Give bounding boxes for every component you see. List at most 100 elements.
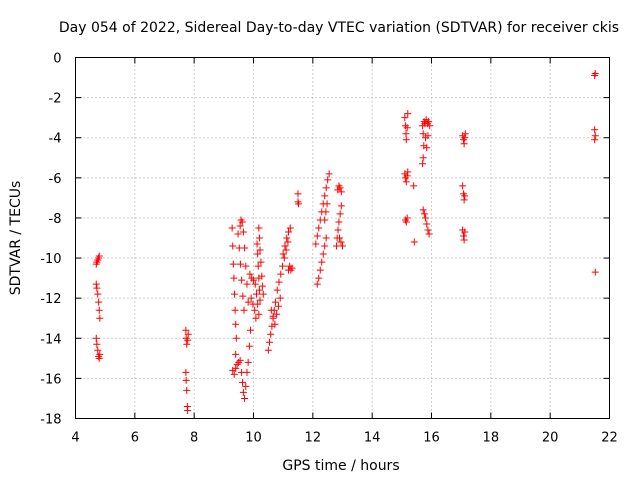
data-point-marker	[228, 224, 236, 232]
data-point-marker	[246, 270, 254, 278]
data-point-marker	[422, 214, 430, 222]
data-point-marker	[403, 124, 411, 132]
data-point-marker	[242, 262, 250, 270]
y-tick-label: -6	[49, 172, 62, 187]
data-point-marker	[322, 234, 330, 242]
data-point-marker	[419, 154, 427, 162]
data-point-marker	[401, 114, 409, 122]
data-point-marker	[295, 200, 303, 208]
x-tick-label: 18	[483, 431, 500, 446]
data-point-marker	[266, 338, 274, 346]
data-point-marker	[256, 246, 264, 254]
data-point-marker	[460, 232, 468, 240]
data-point-marker	[234, 230, 242, 238]
data-point-marker	[94, 346, 102, 354]
data-point-marker	[250, 276, 257, 284]
y-axis-label: SDTVAR / TECUs	[8, 181, 24, 296]
data-point-marker	[277, 270, 285, 278]
data-point-marker	[236, 222, 244, 230]
data-point-marker	[238, 218, 246, 226]
data-point-marker	[321, 192, 329, 200]
data-point-marker	[420, 210, 428, 218]
data-point-marker	[288, 264, 296, 272]
data-point-marker	[273, 286, 281, 294]
data-point-marker	[242, 382, 250, 390]
data-point-marker	[313, 232, 321, 240]
data-point-marker	[184, 406, 192, 414]
data-point-marker	[236, 356, 244, 364]
data-point-marker	[336, 210, 344, 218]
data-point-marker	[424, 226, 432, 234]
data-point-marker	[239, 292, 247, 300]
data-point-marker	[95, 306, 103, 314]
data-point-marker	[247, 294, 255, 302]
data-point-marker	[283, 234, 291, 242]
data-point-marker	[255, 310, 263, 318]
data-point-marker	[255, 234, 263, 242]
data-point-marker	[239, 378, 247, 386]
data-point-marker	[267, 306, 275, 314]
data-point-marker	[236, 260, 244, 268]
data-point-marker	[591, 126, 599, 134]
y-tick-label: -4	[49, 132, 62, 147]
data-point-marker	[315, 274, 323, 282]
data-point-marker	[231, 290, 239, 298]
data-point-marker	[410, 182, 418, 190]
plot-frame	[75, 57, 610, 419]
data-point-marker	[238, 276, 246, 284]
data-point-marker	[323, 200, 331, 208]
data-point-marker	[93, 284, 101, 292]
data-point-marker	[247, 326, 255, 334]
data-point-marker	[182, 376, 190, 384]
data-point-marker	[274, 302, 282, 310]
data-point-marker	[254, 262, 262, 270]
data-point-marker	[402, 130, 410, 138]
data-point-marker	[95, 298, 103, 306]
x-tick-label: 16	[423, 431, 440, 446]
data-point-marker	[256, 296, 264, 304]
data-point-marker	[403, 172, 411, 180]
y-tick-label: 0	[53, 52, 61, 67]
data-point-marker	[591, 136, 599, 144]
data-point-marker	[264, 346, 272, 354]
data-point-marker	[244, 358, 252, 366]
data-point-marker	[459, 182, 467, 190]
data-point-marker	[403, 214, 411, 222]
data-point-marker	[324, 176, 332, 184]
data-point-marker	[259, 290, 267, 298]
data-point-marker	[183, 340, 191, 348]
y-tick-label: -10	[40, 252, 61, 267]
data-point-marker	[271, 298, 279, 306]
data-point-marker	[243, 368, 251, 376]
data-point-marker	[282, 246, 290, 254]
data-point-marker	[460, 236, 468, 244]
data-point-marker	[404, 168, 412, 176]
x-tick-label: 8	[190, 431, 198, 446]
data-point-marker	[239, 388, 247, 396]
data-point-marker	[273, 310, 281, 318]
x-tick-label: 10	[245, 431, 262, 446]
data-point-marker	[96, 350, 104, 358]
data-point-marker	[258, 272, 266, 280]
data-point-marker	[313, 280, 321, 288]
data-point-marker	[591, 268, 599, 276]
data-point-marker	[316, 266, 324, 274]
data-point-marker	[591, 70, 599, 78]
data-point-marker	[286, 224, 294, 232]
data-point-marker	[425, 118, 433, 126]
data-point-marker	[255, 286, 263, 294]
y-tick-label: -14	[40, 332, 61, 347]
data-point-marker	[184, 336, 192, 344]
data-point-marker	[461, 134, 469, 142]
data-point-marker	[92, 334, 100, 342]
data-point-marker	[321, 216, 329, 224]
x-tick-label: 14	[364, 431, 381, 446]
data-point-marker	[96, 314, 104, 322]
data-point-marker	[95, 354, 103, 362]
data-point-marker	[460, 196, 468, 204]
data-point-marker	[244, 298, 252, 306]
data-point-marker	[280, 254, 288, 262]
data-point-marker	[232, 364, 240, 372]
